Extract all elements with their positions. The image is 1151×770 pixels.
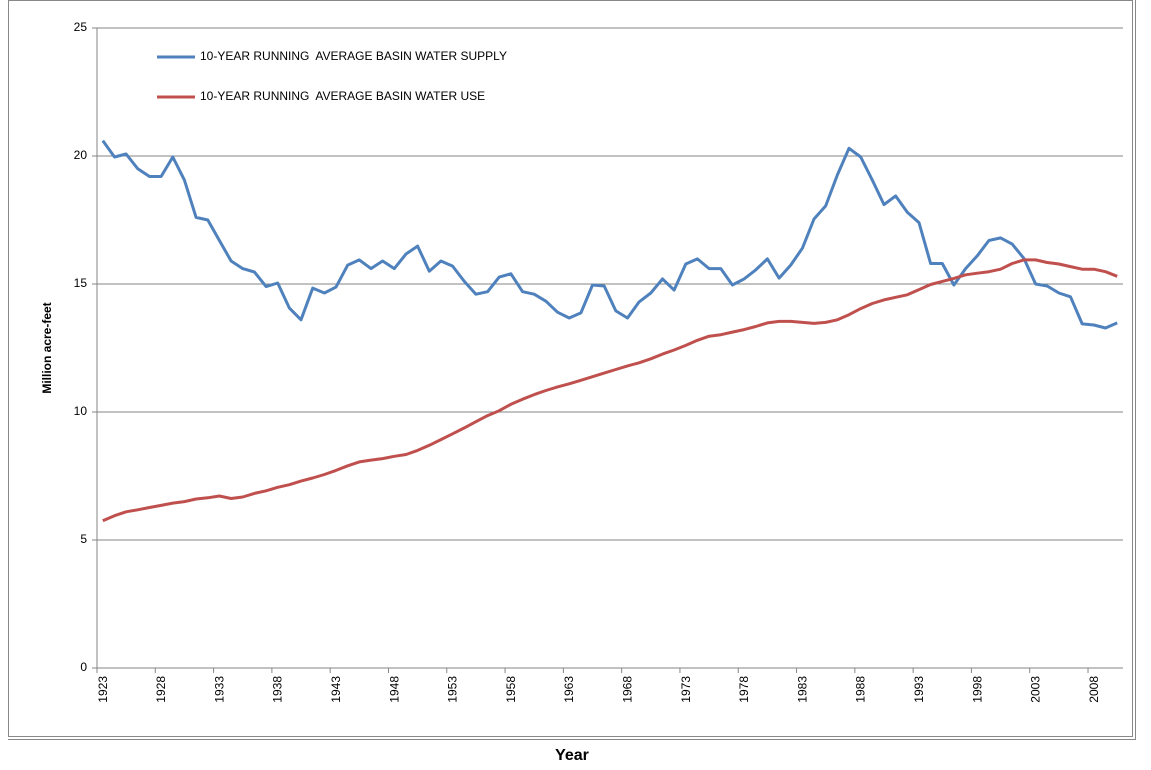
- x-tick-label: 1988: [854, 676, 868, 703]
- y-tick-label: 20: [74, 148, 88, 162]
- x-tick-label: 2003: [1029, 676, 1043, 703]
- x-tick-label: 1948: [387, 676, 401, 703]
- y-tick-label: 25: [74, 20, 88, 34]
- x-tick-label: 1998: [970, 676, 984, 703]
- legend-label: 10-YEAR RUNNING AVERAGE BASIN WATER SUPP…: [200, 49, 507, 63]
- x-tick-label: 1933: [212, 676, 226, 703]
- x-tick-label: 1978: [737, 676, 751, 703]
- x-tick-label: 1983: [795, 676, 809, 703]
- x-tick-label: 1943: [329, 676, 343, 703]
- x-tick-label: 1958: [504, 676, 518, 703]
- y-axis-title: Million acre-feet: [40, 302, 54, 393]
- x-axis-title: Year: [555, 747, 589, 764]
- x-tick-label: 1963: [562, 676, 576, 703]
- series-line: [102, 258, 1118, 523]
- x-tick-label: 1923: [96, 676, 110, 703]
- x-tick-label: 1928: [154, 676, 168, 703]
- y-tick-label: 10: [74, 404, 88, 418]
- y-tick-label: 15: [74, 276, 88, 290]
- series-line: [101, 139, 1118, 330]
- x-tick-label: 1968: [620, 676, 634, 703]
- x-tick-label: 1938: [271, 676, 285, 703]
- chart-border: [8, 0, 1133, 737]
- legend-label: 10-YEAR RUNNING AVERAGE BASIN WATER USE: [200, 89, 485, 103]
- x-tick-label: 1973: [679, 676, 693, 703]
- y-tick-label: 5: [80, 532, 87, 546]
- y-tick-label: 0: [80, 660, 87, 674]
- x-tick-label: 1993: [912, 676, 926, 703]
- x-tick-label: 2008: [1087, 676, 1101, 703]
- x-tick-label: 1953: [446, 676, 460, 703]
